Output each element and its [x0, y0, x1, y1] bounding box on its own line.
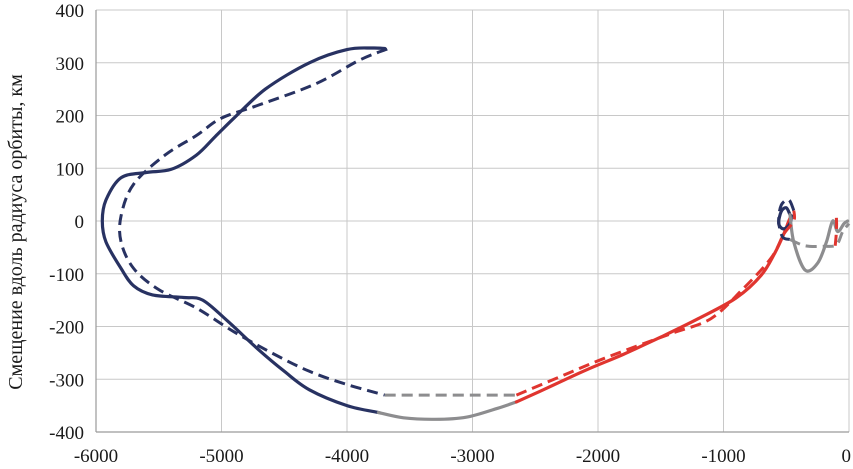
series-dashed-red-7 — [515, 210, 797, 397]
y-tick-label: -400 — [49, 423, 84, 444]
y-tick-label: 400 — [56, 1, 85, 22]
x-tick-labels: -6000 -5000 -4000 -3000 -2000 -1000 0 — [74, 446, 851, 467]
series-solid-navy-0 — [100, 46, 387, 415]
y-tick-label: 200 — [56, 107, 85, 128]
series-dashed-navy-5 — [118, 47, 388, 397]
x-tick-label: -4000 — [325, 446, 369, 467]
y-tick-labels: 400 300 200 100 0 -100 -200 -300 -400 — [49, 1, 84, 444]
grid — [95, 9, 850, 433]
x-tick-label: -1000 — [701, 446, 745, 467]
y-tick-label: -200 — [49, 318, 84, 339]
series-solid-red-2 — [514, 214, 793, 404]
x-tick-label: -5000 — [199, 446, 243, 467]
y-tick-label: 0 — [75, 212, 85, 233]
series-layer — [100, 46, 851, 421]
x-tick-label: -6000 — [74, 446, 118, 467]
y-tick-label: 100 — [56, 159, 85, 180]
y-tick-label: -100 — [49, 265, 84, 286]
x-tick-label: -2000 — [576, 446, 620, 467]
series-solid-gray-1 — [376, 400, 518, 421]
y-tick-label: 300 — [56, 54, 85, 75]
series-dashed-navy-8 — [777, 198, 796, 241]
series-dashed-gray-9 — [789, 222, 851, 249]
axes — [95, 10, 849, 433]
series-dashed-red-10 — [833, 212, 839, 246]
x-tick-label: 0 — [842, 446, 852, 467]
y-axis-label: Смещение вдоль радиуса орбиты, км — [5, 74, 27, 390]
y-tick-label: -300 — [49, 370, 84, 391]
x-tick-label: -3000 — [450, 446, 494, 467]
series-solid-gray-4 — [788, 213, 850, 273]
